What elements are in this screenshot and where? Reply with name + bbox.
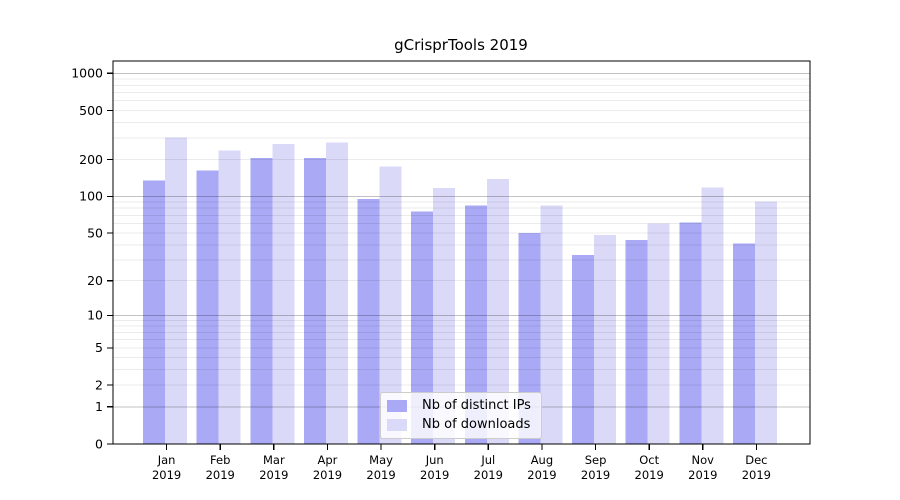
bar-downloads-sep [594, 235, 617, 444]
bar-downloads-feb [218, 150, 241, 444]
y-tick-label: 5 [95, 340, 103, 355]
x-tick-label-month: Oct [639, 453, 659, 467]
chart-title: gCrisprTools 2019 [394, 36, 528, 54]
bar-ips-jul [464, 205, 487, 444]
bar-downloads-apr [325, 142, 348, 444]
bar-ips-aug [518, 233, 541, 444]
bar-downloads-nov [701, 187, 724, 445]
x-tick-label-month: Apr [318, 453, 338, 467]
bar-ips-jun [411, 211, 434, 444]
bar-ips-may [357, 199, 380, 444]
bar-ips-jan [143, 180, 166, 444]
bar-ips-dec [732, 243, 755, 444]
bar-downloads-oct [647, 223, 670, 444]
bar-downloads-aug [540, 205, 563, 444]
x-tick-label-month: Sep [585, 453, 607, 467]
y-tick-label: 1 [95, 399, 103, 414]
y-tick-label: 100 [79, 189, 103, 204]
legend-swatch-downloads [387, 419, 407, 431]
y-tick-label: 10 [87, 308, 103, 323]
y-tick-label: 2 [95, 377, 103, 392]
x-tick-label-month: Mar [263, 453, 285, 467]
x-tick-label-month: Jun [425, 453, 444, 467]
bar-downloads-dec [754, 201, 777, 444]
x-tick-label-month: Jul [480, 453, 495, 467]
x-tick-label-year: 2019 [366, 468, 395, 482]
bar-ips-apr [303, 158, 326, 444]
legend-item-distinct-ips: Nb of distinct IPs [387, 398, 531, 414]
bar-downloads-jul [486, 178, 509, 444]
bar-downloads-jun [433, 188, 456, 444]
legend-swatch-distinct-ips [387, 400, 407, 412]
x-tick-label-year: 2019 [420, 468, 449, 482]
x-tick-label-year: 2019 [313, 468, 342, 482]
plot-border [112, 60, 811, 445]
x-axis: Jan2019Feb2019Mar2019Apr2019May2019Jun20… [152, 444, 771, 482]
x-tick-label-year: 2019 [742, 468, 771, 482]
x-tick-label-year: 2019 [259, 468, 288, 482]
x-tick-label-month: Feb [210, 453, 230, 467]
y-tick-label: 20 [87, 273, 103, 288]
x-tick-label-month: May [369, 453, 393, 467]
x-tick-label-year: 2019 [581, 468, 610, 482]
gridlines [113, 72, 810, 408]
axes: 10005002001005020105210Jan2019Feb2019Mar… [71, 60, 811, 482]
legend: Nb of distinct IPs Nb of downloads [380, 392, 542, 439]
bar-downloads-jan [165, 137, 188, 445]
bar-ips-mar [250, 158, 273, 444]
x-tick-label-year: 2019 [635, 468, 664, 482]
x-tick-label-year: 2019 [206, 468, 235, 482]
y-tick-label: 50 [87, 225, 103, 240]
y-tick-label: 1000 [71, 66, 103, 81]
x-tick-label-year: 2019 [527, 468, 556, 482]
x-tick-label-month: Jan [157, 453, 176, 467]
bar-ips-nov [679, 222, 702, 444]
bar-downloads-may [379, 166, 402, 444]
y-tick-label: 500 [79, 103, 103, 118]
legend-item-downloads: Nb of downloads [387, 417, 531, 433]
bar-ips-oct [625, 239, 648, 444]
x-tick-label-year: 2019 [474, 468, 503, 482]
bars-layer [143, 137, 777, 445]
x-tick-label-year: 2019 [688, 468, 717, 482]
x-tick-label-month: Dec [745, 453, 767, 467]
bar-downloads-mar [272, 144, 295, 445]
x-tick-label-year: 2019 [152, 468, 181, 482]
y-tick-label: 200 [79, 152, 103, 167]
bar-ips-feb [196, 170, 219, 444]
legend-label-distinct-ips: Nb of distinct IPs [422, 398, 531, 413]
bar-ips-sep [572, 254, 595, 444]
legend-label-downloads: Nb of downloads [422, 417, 531, 432]
y-tick-label: 0 [95, 436, 103, 451]
x-tick-label-month: Nov [692, 453, 715, 467]
x-tick-label-month: Aug [531, 453, 553, 467]
